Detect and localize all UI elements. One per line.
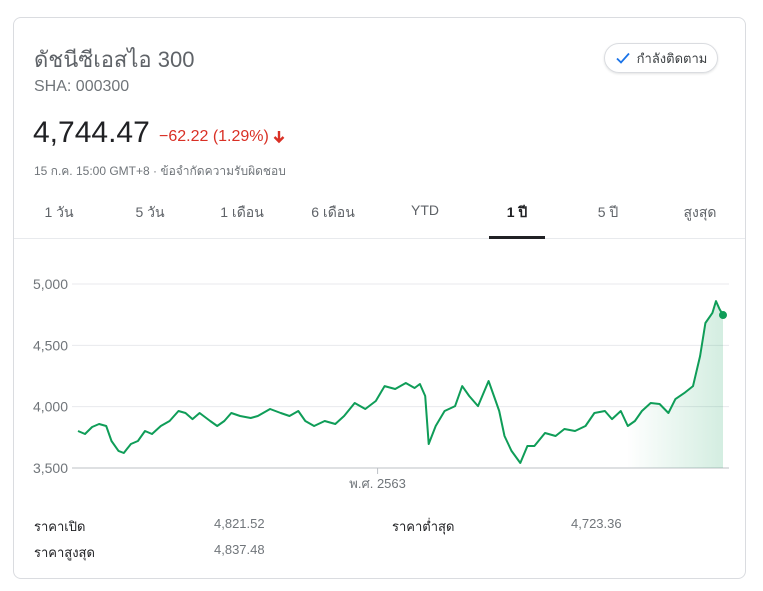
tab-5-year[interactable]: 5 ปี <box>597 204 619 220</box>
y-tick-label: 3,500 <box>33 460 68 476</box>
disclaimer-link[interactable]: ข้อจำกัดความรับผิดชอบ <box>160 164 286 178</box>
check-icon <box>616 52 630 64</box>
tab-6-month[interactable]: 6 เดือน <box>311 204 355 220</box>
open-label: ราคาเปิด <box>34 519 86 534</box>
index-title: ดัชนีซีเอสไอ 300 <box>34 47 195 72</box>
range-tabs: 1 วัน 5 วัน 1 เดือน 6 เดือน YTD 1 ปี 5 ป… <box>14 190 745 239</box>
follow-label: กำลังติดตาม <box>636 50 708 66</box>
current-price: 4,744.47 <box>33 116 150 149</box>
tab-max[interactable]: สูงสุด <box>683 204 717 220</box>
follow-button[interactable]: กำลังติดตาม <box>604 43 718 73</box>
open-value: 4,821.52 <box>214 516 265 531</box>
low-value: 4,723.36 <box>571 516 622 531</box>
x-tick-label: พ.ศ. 2563 <box>349 476 406 491</box>
tab-1-day[interactable]: 1 วัน <box>44 204 74 220</box>
y-tick-label: 5,000 <box>33 276 68 292</box>
high-value: 4,837.48 <box>214 542 265 557</box>
quote-meta: 15 ก.ค. 15:00 GMT+8 · ข้อจำกัดความรับผิด… <box>34 162 286 181</box>
ticker-symbol: SHA: 000300 <box>34 78 130 95</box>
y-tick-label: 4,000 <box>33 399 68 415</box>
active-tab-indicator <box>489 236 545 239</box>
y-tick-label: 4,500 <box>33 337 68 353</box>
timestamp: 15 ก.ค. 15:00 GMT+8 · <box>34 164 161 178</box>
price-chart[interactable]: 5,000 4,500 4,000 3,500 พ.ศ. 2563 <box>14 258 745 498</box>
tab-1-month[interactable]: 1 เดือน <box>220 204 264 220</box>
tab-1-year[interactable]: 1 ปี <box>506 204 528 220</box>
last-price-dot <box>719 311 727 320</box>
tab-ytd[interactable]: YTD <box>411 202 439 218</box>
price-line <box>77 300 724 464</box>
tab-5-day[interactable]: 5 วัน <box>135 204 165 220</box>
arrow-down-icon <box>273 131 285 144</box>
low-label: ราคาต่ำสุด <box>392 519 455 534</box>
high-label: ราคาสูงสุด <box>34 545 95 560</box>
change-value: −62.22 (1.29%) <box>159 128 269 145</box>
price-change: −62.22 (1.29%) <box>159 128 286 146</box>
price-area <box>78 301 723 468</box>
stock-card: ดัชนีซีเอสไอ 300 SHA: 000300 กำลังติดตาม… <box>13 17 746 579</box>
